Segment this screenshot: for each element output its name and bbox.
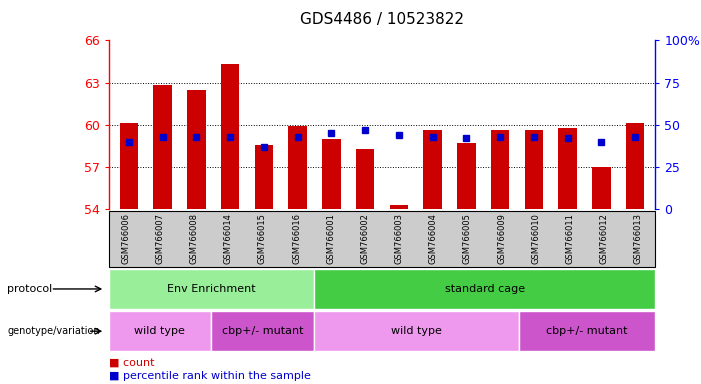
Bar — [254, 144, 273, 209]
Text: protocol: protocol — [7, 284, 53, 294]
Text: ■ percentile rank within the sample: ■ percentile rank within the sample — [109, 371, 311, 381]
Bar — [559, 127, 577, 209]
Text: GSM766001: GSM766001 — [326, 213, 335, 264]
Text: GSM766014: GSM766014 — [224, 213, 233, 264]
Text: genotype/variation: genotype/variation — [7, 326, 100, 336]
Bar — [491, 131, 510, 209]
Bar — [221, 64, 240, 209]
Text: GSM766002: GSM766002 — [360, 213, 369, 264]
Bar — [626, 123, 644, 209]
Text: standard cage: standard cage — [444, 284, 524, 294]
Bar — [120, 123, 138, 209]
Bar — [288, 126, 307, 209]
Bar — [154, 85, 172, 209]
Bar — [524, 131, 543, 209]
Bar — [322, 139, 341, 209]
Text: GSM766009: GSM766009 — [497, 213, 506, 264]
Text: GSM766015: GSM766015 — [258, 213, 267, 264]
Text: wild type: wild type — [135, 326, 185, 336]
Text: GSM766013: GSM766013 — [634, 213, 643, 264]
Bar — [187, 89, 205, 209]
Bar — [592, 167, 611, 209]
Bar — [423, 131, 442, 209]
Text: GSM766012: GSM766012 — [599, 213, 608, 264]
Text: GSM766007: GSM766007 — [156, 213, 165, 264]
Text: GDS4486 / 10523822: GDS4486 / 10523822 — [300, 12, 464, 26]
Text: Env Enrichment: Env Enrichment — [167, 284, 255, 294]
Text: GSM766016: GSM766016 — [292, 213, 301, 264]
Text: GSM766008: GSM766008 — [189, 213, 198, 264]
Text: wild type: wild type — [390, 326, 442, 336]
Text: cbp+/- mutant: cbp+/- mutant — [546, 326, 628, 336]
Text: ■ count: ■ count — [109, 358, 154, 368]
Bar — [356, 149, 374, 209]
Text: GSM766010: GSM766010 — [531, 213, 540, 264]
Bar — [390, 205, 408, 209]
Text: GSM766005: GSM766005 — [463, 213, 472, 264]
Text: GSM766003: GSM766003 — [395, 213, 404, 264]
Text: GSM766011: GSM766011 — [566, 213, 575, 264]
Text: cbp+/- mutant: cbp+/- mutant — [222, 326, 304, 336]
Text: GSM766004: GSM766004 — [429, 213, 438, 264]
Bar — [457, 143, 476, 209]
Text: GSM766006: GSM766006 — [121, 213, 130, 264]
